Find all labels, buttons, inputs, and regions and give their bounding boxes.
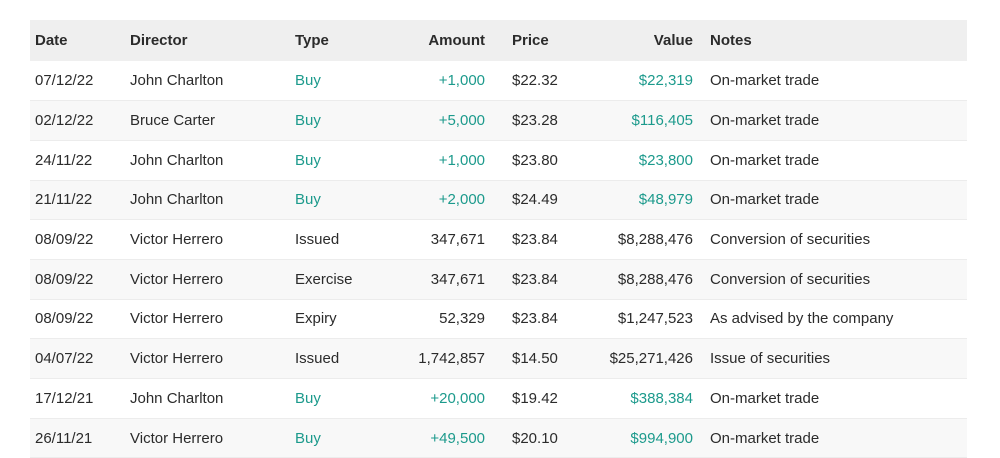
price-cell: $23.28 <box>512 112 558 130</box>
price-cell: $23.80 <box>512 151 558 169</box>
amount-cell: +5,000 <box>438 112 485 130</box>
type-cell: Issued <box>295 231 340 249</box>
price-cell: $14.50 <box>512 350 558 368</box>
value-cell: $22,319 <box>638 72 693 90</box>
table-row: 08/09/22 Victor Herrero Exercise 347,671 $23… <box>30 259 967 300</box>
type-cell: Buy <box>295 112 321 130</box>
value-cell: $23,800 <box>638 151 693 169</box>
amount-cell: +20,000 <box>430 389 485 407</box>
column-header: Price <box>512 32 549 49</box>
price-cell: $24.49 <box>512 191 558 209</box>
director-cell: Victor Herrero <box>130 429 224 447</box>
notes-cell: On-market trade <box>710 429 820 447</box>
date-cell: 26/11/21 <box>35 429 93 447</box>
price-cell: $22.32 <box>512 72 558 90</box>
notes-cell: On-market trade <box>710 389 820 407</box>
value-cell: $116,405 <box>631 112 693 130</box>
notes-cell: On-market trade <box>710 151 820 169</box>
value-cell: $388,384 <box>630 389 693 407</box>
type-cell: Exercise <box>295 270 353 288</box>
notes-cell: Issue of securities <box>710 350 831 368</box>
notes-cell: Conversion of securities <box>710 270 871 288</box>
date-cell: 07/12/22 <box>35 72 94 90</box>
value-cell: $994,900 <box>630 429 693 447</box>
date-cell: 08/09/22 <box>35 231 94 249</box>
director-cell: Victor Herrero <box>130 310 224 328</box>
director-cell: John Charlton <box>130 191 224 209</box>
price-cell: $20.10 <box>512 429 558 447</box>
type-cell: Buy <box>295 389 321 407</box>
date-cell: 24/11/22 <box>35 151 93 169</box>
table-row: 02/12/22 Bruce Carter Buy +5,000 $23.28 $116,… <box>30 100 967 141</box>
date-cell: 02/12/22 <box>35 112 94 130</box>
type-cell: Buy <box>295 429 321 447</box>
director-cell: Bruce Carter <box>130 112 216 130</box>
notes-cell: On-market trade <box>710 72 820 90</box>
notes-cell: As advised by the company <box>710 310 894 328</box>
amount-cell: 1,742,857 <box>418 350 485 368</box>
header-row: Date Director Type Amount Price Value Notes <box>30 20 967 61</box>
column-header: Date <box>35 32 68 49</box>
price-cell: $23.84 <box>512 270 558 288</box>
table-header: Date Director Type Amount Price Value Notes <box>30 20 967 61</box>
column-header: Notes <box>710 32 752 49</box>
type-cell: Expiry <box>295 310 337 328</box>
table-row: 24/11/22 John Charlton Buy +1,000 $23.80 $23,… <box>30 140 967 181</box>
director-cell: John Charlton <box>130 151 224 169</box>
trades-table: Date Director Type Amount Price Value Notes 07… <box>30 20 967 458</box>
table-row: 04/07/22 Victor Herrero Issued 1,742,857 $14… <box>30 338 967 379</box>
column-header: Type <box>295 32 329 49</box>
director-cell: Victor Herrero <box>130 350 224 368</box>
price-cell: $23.84 <box>512 231 558 249</box>
table-row: 08/09/22 Victor Herrero Expiry 52,329 $23.84… <box>30 299 967 339</box>
table-row: 26/11/21 Victor Herrero Buy +49,500 $20.10 $9… <box>30 418 967 458</box>
table-row: 17/12/21 John Charlton Buy +20,000 $19.42 $38… <box>30 379 967 419</box>
column-header: Amount <box>428 32 485 49</box>
type-cell: Issued <box>295 350 340 368</box>
director-cell: Victor Herrero <box>130 231 224 249</box>
notes-cell: Conversion of securities <box>710 231 871 249</box>
column-header: Value <box>653 32 693 49</box>
table-body: 07/12/22 John Charlton Buy +1,000 $22.32 $22,… <box>30 61 967 458</box>
table-row: 08/09/22 Victor Herrero Issued 347,671 $23.8… <box>30 220 967 260</box>
value-cell: $8,288,476 <box>617 231 693 249</box>
notes-cell: On-market trade <box>710 191 820 209</box>
date-cell: 04/07/22 <box>35 350 94 368</box>
director-cell: John Charlton <box>130 72 224 90</box>
date-cell: 08/09/22 <box>35 310 94 328</box>
date-cell: 17/12/21 <box>35 389 94 407</box>
type-cell: Buy <box>295 151 321 169</box>
notes-cell: On-market trade <box>710 112 820 130</box>
amount-cell: 347,671 <box>430 270 485 288</box>
date-cell: 08/09/22 <box>35 270 94 288</box>
amount-cell: 347,671 <box>430 231 485 249</box>
amount-cell: +2,000 <box>438 191 485 209</box>
value-cell: $48,979 <box>638 191 693 209</box>
value-cell: $8,288,476 <box>617 270 693 288</box>
table-row: 21/11/22 John Charlton Buy +2,000 $24.49 $48,… <box>30 180 967 220</box>
value-cell: $25,271,426 <box>609 350 693 368</box>
date-cell: 21/11/22 <box>35 191 93 209</box>
director-cell: John Charlton <box>130 389 224 407</box>
price-cell: $19.42 <box>512 389 558 407</box>
amount-cell: +1,000 <box>438 151 485 169</box>
value-cell: $1,247,523 <box>617 310 693 328</box>
type-cell: Buy <box>295 72 321 90</box>
amount-cell: 52,329 <box>439 310 485 328</box>
column-header: Director <box>130 32 188 49</box>
amount-cell: +49,500 <box>430 429 485 447</box>
amount-cell: +1,000 <box>438 72 485 90</box>
table-row: 07/12/22 John Charlton Buy +1,000 $22.32 $22,… <box>30 61 967 101</box>
price-cell: $23.84 <box>512 310 558 328</box>
director-cell: Victor Herrero <box>130 270 224 288</box>
type-cell: Buy <box>295 191 321 209</box>
